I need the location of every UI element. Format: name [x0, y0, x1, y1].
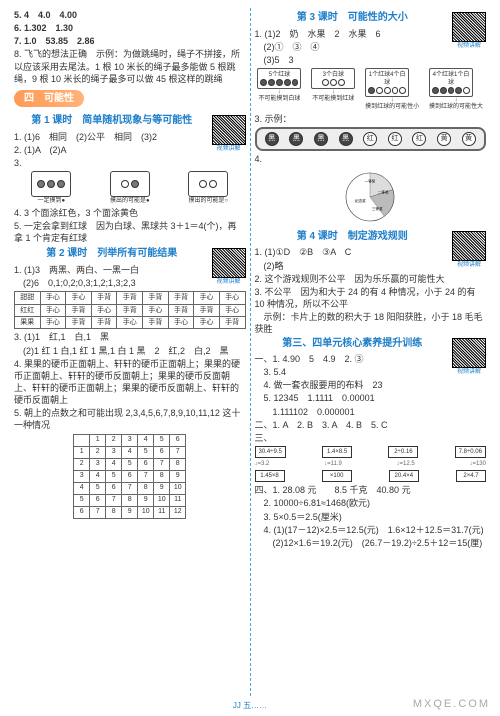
qr-code-3[interactable]: 视频讲解 — [452, 12, 486, 46]
card-1 — [31, 171, 71, 197]
l2-q5: 5. 朝上的点数之和可能出现 2,3,4,5,6,7,8,9,10,11,12 … — [14, 407, 246, 431]
long-ball-box: 黑黑黑黑红红红黄黄 — [255, 127, 487, 151]
pie-label-1: 一等奖 — [365, 179, 376, 184]
core-1c: 4. 做一套衣服要用的布料 23 — [255, 379, 487, 391]
qr-code-4[interactable]: 视频讲解 — [452, 231, 486, 265]
core-4d: 4. (1)(17－12)×2.5＝12.5(元) 1.6×12＋12.5＝31… — [255, 524, 487, 536]
pie-label-4: 纪念奖 — [355, 198, 366, 203]
answer-7: 7. 1.0 53.85 2.86 — [14, 35, 246, 47]
qr-code-5[interactable]: 视频讲解 — [452, 338, 486, 372]
ballbox-row: 5个红球↓不可能摸到白球3个白球↓不可能摸到红球1个红球4个白球↓摸到红球的可能… — [255, 68, 487, 111]
l4-q2: 2. 这个游戏规则不公平 因为乐乐赢的可能性大 — [255, 273, 487, 285]
pie-label-3: 三等奖 — [372, 206, 383, 211]
answer-6: 6. 1.302 1.30 — [14, 22, 246, 34]
pie-label-2: 二等奖 — [378, 189, 389, 194]
answer-8: 8. 飞飞的想法正确 示例：为做跳绳时，绳子不拼接，所以应该采用去尾法。1 根 … — [14, 48, 246, 84]
core-4e: (2)12×1.6＝19.2(元) (26.7－19.2)÷2.5＋12＝15(… — [255, 537, 487, 549]
page-footer: JJ 五…… — [233, 701, 267, 712]
l3-q3: 3. 示例： — [255, 113, 487, 125]
flow-diagram: 30.4÷9.51.4×8.52÷0.167.8÷0.06 ↓=3.2↓=11.… — [255, 446, 487, 482]
card-1-cap: 一定摸到● — [31, 198, 71, 205]
l3-q1c: (3)5 3 — [255, 54, 487, 66]
l2-q3b: (2)1 红 1 白,1 红 1 黑,1 白 1 黑 2 红,2 白,2 黑 — [14, 345, 246, 357]
l3-q4: 4. — [255, 153, 487, 165]
hand-table: 甜甜手心手心手背手背手背手背手心手心红红手心手背手心手背手心手背手背手心果果手心… — [14, 291, 246, 329]
core-4b: 2. 10000÷6.81≈1468(欧元) — [255, 497, 487, 509]
core-1e: 1.111102 0.000001 — [255, 406, 487, 418]
qr-code-1[interactable]: 视频讲解 — [212, 115, 246, 149]
watermark: MXQE.COM — [413, 697, 490, 712]
core-2: 二、1. A 2. B 3. A 4. B 5. C — [255, 419, 487, 431]
section-header-4: 四 可能性 — [14, 90, 84, 108]
l1-q3: 3. — [14, 157, 246, 169]
qr-code-2[interactable]: 视频讲解 — [212, 248, 246, 282]
core-4c: 3. 5×0.5＝2.5(厘米) — [255, 511, 487, 523]
card-2-cap: 摸出的可能是● — [110, 198, 150, 205]
l2-q3a: 3. (1)1 红,1 白,1 黑 — [14, 331, 246, 343]
card-2 — [110, 171, 150, 197]
sum-table: 1234561234567234567834567894567891056789… — [73, 434, 186, 519]
l4-q3b: 示例：卡片上的数的积大于 18 阳阳获胜，小于 18 毛毛获胜 — [255, 311, 487, 335]
core-1d: 5. 12345 1.1111 0.00001 — [255, 392, 487, 404]
card-row: 一定摸到● 摸出的可能是● 摸出的可能是○ — [14, 171, 246, 205]
answer-5: 5. 4 4.0 4.00 — [14, 9, 246, 21]
card-3 — [188, 171, 228, 197]
card-3-cap: 摸出的可能是○ — [188, 198, 228, 205]
core-3: 三、 — [255, 432, 487, 444]
pie-chart: 一等奖 二等奖 三等奖 纪念奖 — [340, 167, 400, 227]
l2-q4: 4. 果果的硬币正面朝上、轩轩的硬币正面朝上；果果的硬币正面朝上、轩轩的硬币反面… — [14, 358, 246, 407]
l1-q4: 4. 3 个面涂红色，3 个面涂黄色 — [14, 207, 246, 219]
core-4: 四、1. 28.08 元 8.5 千克 40.80 元 — [255, 484, 487, 496]
l1-q5: 5. 一定会拿到红球 因为白球、黑球共 3＋1＝4(个)，再拿 1 个肯定有红球 — [14, 220, 246, 244]
l4-q3: 3. 不公平 因为和大于 24 的有 4 种情况，小于 24 的有 10 种情况… — [255, 286, 487, 310]
